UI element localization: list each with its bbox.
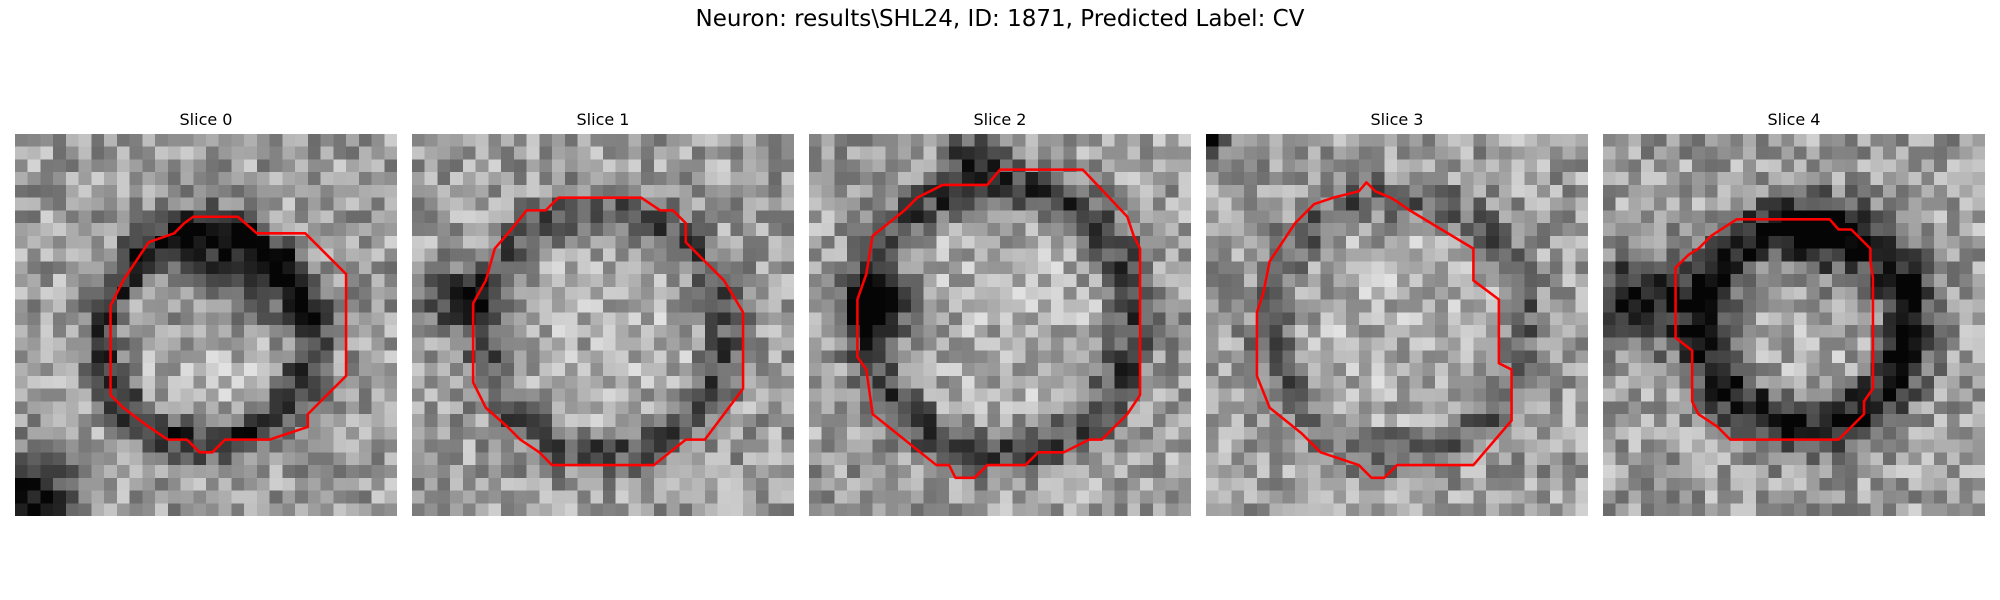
slice-title: Slice 2	[973, 110, 1027, 129]
contour-outline	[109, 215, 348, 454]
slice-image	[412, 134, 794, 516]
slice-title: Slice 3	[1370, 110, 1424, 129]
contour-outline	[471, 196, 745, 467]
slice-image	[809, 134, 1191, 516]
slice-panel-3: Slice 3	[1206, 110, 1588, 516]
slice-panel-2: Slice 2	[809, 110, 1191, 516]
slice-image	[1603, 134, 1985, 516]
figure-title: Neuron: results\SHL24, ID: 1871, Predict…	[695, 6, 1305, 32]
slice-panel-1: Slice 1	[412, 110, 794, 516]
contour-outline	[1255, 181, 1513, 480]
slice-title: Slice 0	[179, 110, 233, 129]
slice-title: Slice 1	[576, 110, 630, 129]
contour-outline	[1674, 218, 1875, 441]
slice-title: Slice 4	[1767, 110, 1821, 129]
slice-image	[15, 134, 397, 516]
slice-panel-4: Slice 4	[1603, 110, 1985, 516]
slice-image	[1206, 134, 1588, 516]
contour-outline	[856, 168, 1142, 480]
slice-panel-0: Slice 0	[15, 110, 397, 516]
